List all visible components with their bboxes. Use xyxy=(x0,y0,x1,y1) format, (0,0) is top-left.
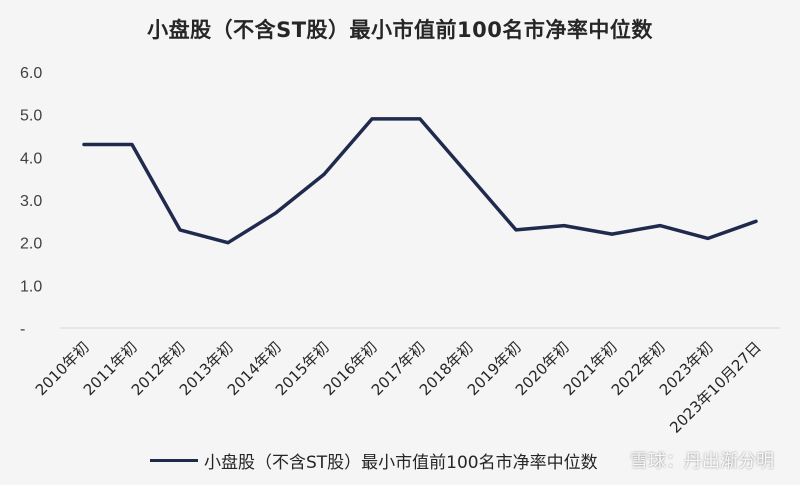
data-point xyxy=(514,228,518,232)
y-tick-label: 6.0 xyxy=(20,65,42,82)
data-point xyxy=(466,172,470,176)
data-point xyxy=(130,143,134,147)
data-point xyxy=(370,117,374,121)
y-tick-label: 3.0 xyxy=(20,193,42,210)
chart-title: 小盘股（不含ST股）最小市值前100名市净率中位数 xyxy=(147,18,653,42)
y-tick-label: 2.0 xyxy=(20,236,42,253)
data-point xyxy=(706,236,710,240)
data-point xyxy=(274,211,278,215)
data-points xyxy=(82,117,758,245)
legend-label: 小盘股（不含ST股）最小市值前100名市净率中位数 xyxy=(204,452,598,473)
watermark: 雪球：丹出渐分明 xyxy=(630,451,774,472)
x-tick-label: 2023年10月27日 xyxy=(666,338,765,437)
legend: 小盘股（不含ST股）最小市值前100名市净率中位数 xyxy=(150,446,598,474)
y-tick-label: - xyxy=(20,321,25,338)
y-axis-ticks: - 1.0 2.0 3.0 4.0 5.0 6.0 xyxy=(20,65,42,338)
data-point xyxy=(82,143,86,147)
y-tick-label: 1.0 xyxy=(20,278,42,295)
x-axis-ticks: 2010年初2011年初2012年初2013年初2014年初2015年初2016… xyxy=(32,338,765,437)
series-line xyxy=(82,117,758,245)
data-point xyxy=(562,224,566,228)
data-point xyxy=(178,228,182,232)
data-point xyxy=(754,219,758,223)
y-tick-label: 5.0 xyxy=(20,108,42,125)
data-point xyxy=(610,232,614,236)
data-point xyxy=(322,172,326,176)
data-point xyxy=(418,117,422,121)
y-tick-label: 4.0 xyxy=(20,150,42,167)
legend-swatch xyxy=(150,458,198,462)
data-point xyxy=(226,241,230,245)
data-point xyxy=(658,224,662,228)
